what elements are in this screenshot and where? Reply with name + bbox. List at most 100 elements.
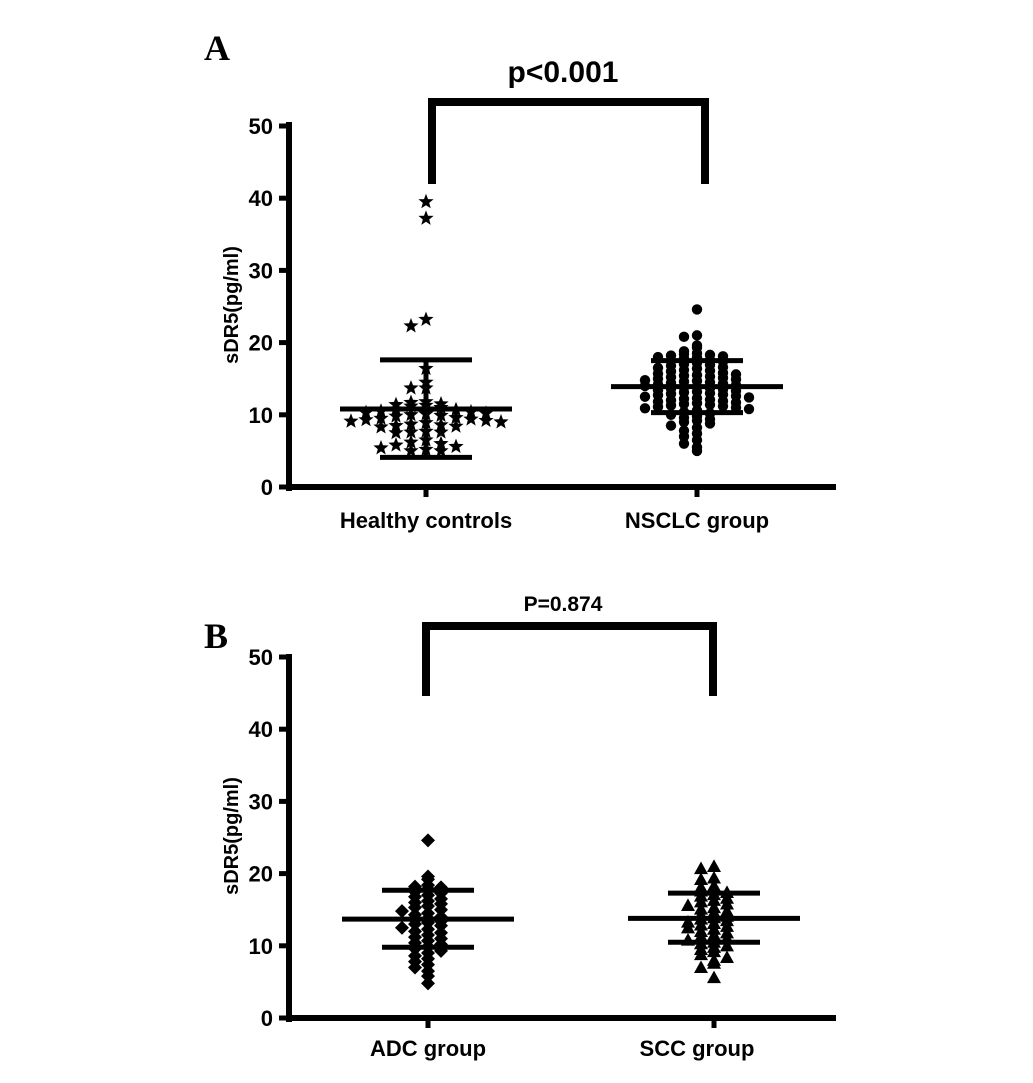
panel-a-point-circle	[639, 391, 651, 402]
panel-a-y-tick-label: 40	[249, 186, 273, 211]
panel-a-y-axis-title: sDR5(pg/ml)	[221, 246, 243, 364]
panel-b-point-triangle	[694, 947, 708, 961]
panel-a-point-circle	[691, 445, 703, 457]
panel-a-point-star	[358, 404, 374, 420]
panel-b-point-triangle	[694, 917, 708, 931]
panel-a-point-star	[493, 414, 509, 429]
panel-a-point-star	[373, 419, 389, 434]
panel-a-point-star	[403, 424, 419, 439]
panel-a-y-tick-label: 30	[249, 258, 273, 283]
panel-b-point-triangle	[694, 872, 708, 885]
panel-b-y-tick-label: 30	[249, 789, 273, 814]
panel-b-significance-bracket	[422, 622, 717, 696]
panel-a-point-star	[403, 398, 419, 413]
panel-b-point-triangle	[707, 970, 721, 984]
panel-a-point-circle	[717, 400, 729, 412]
panel-a-point-circle	[704, 418, 716, 429]
panel-a-error-bars	[340, 357, 783, 460]
panel-b-y-tick-label: 50	[249, 645, 273, 670]
panel-b-point-diamond	[395, 920, 409, 935]
panel-a-point-circle	[678, 416, 690, 428]
panel-b-point-triangle	[720, 938, 734, 952]
panel-b-point-diamond	[434, 902, 448, 917]
panel-a-category-label: Healthy controls	[340, 508, 512, 533]
panel-b-points	[395, 833, 734, 991]
panel-a: A p<0.001 sDR5(pg/ml) 0 10 20 30 40 50 Health…	[204, 28, 836, 533]
panel-a-point-star	[388, 424, 404, 440]
panel-a-y-tick-label: 50	[249, 114, 273, 139]
panel-a-point-circle	[678, 438, 690, 449]
panel-a-point-star	[418, 193, 434, 209]
panel-a-point-star	[433, 442, 449, 458]
panel-a-point-star	[388, 417, 404, 433]
panel-a-point-star	[418, 210, 434, 225]
panel-a-point-star	[403, 442, 419, 458]
panel-a-point-circle	[691, 434, 703, 446]
panel-b: B P=0.874 sDR5(pg/ml) 0 10 20 30 40 50 ADC gr…	[204, 593, 836, 1061]
panel-a-point-circle	[665, 420, 677, 431]
panel-a-category-label: NSCLC group	[625, 508, 769, 533]
panel-a-y-tick-label: 10	[249, 403, 273, 428]
panel-b-point-triangle	[720, 896, 734, 910]
panel-a-point-circle	[743, 403, 755, 415]
panel-b-point-diamond	[395, 904, 409, 919]
panel-b-point-diamond	[421, 976, 435, 991]
panel-a-point-circle	[678, 331, 690, 343]
panel-a-point-star	[478, 405, 494, 420]
panel-a-point-circle	[678, 398, 690, 410]
panel-b-point-diamond	[421, 969, 435, 984]
panel-a-point-star	[403, 406, 419, 422]
panel-b-point-triangle	[694, 929, 708, 943]
panel-b-point-diamond	[434, 918, 448, 933]
panel-a-point-star	[388, 437, 404, 452]
panel-b-point-triangle	[720, 950, 734, 963]
panel-b-letter: B	[204, 616, 228, 656]
panel-a-point-star	[448, 409, 464, 425]
panel-b-point-triangle	[720, 919, 734, 932]
panel-a-letter: A	[204, 28, 230, 68]
panel-a-point-star	[403, 318, 419, 333]
panel-a-point-circle	[691, 304, 703, 315]
panel-a-points	[343, 193, 755, 458]
panel-a-point-circle	[652, 401, 664, 413]
panel-b-category-label: ADC group	[370, 1036, 486, 1061]
panel-a-point-circle	[704, 399, 716, 410]
panel-a-point-star	[343, 413, 359, 428]
panel-a-point-star	[358, 411, 374, 427]
panel-b-y-axis-title: sDR5(pg/ml)	[221, 777, 243, 895]
panel-a-point-star	[448, 438, 464, 453]
panel-a-point-star	[433, 424, 449, 439]
panel-a-p-value: p<0.001	[508, 56, 619, 89]
panel-a-point-circle	[743, 392, 755, 403]
panel-b-y-tick-label: 10	[249, 934, 273, 959]
panel-a-point-star	[403, 416, 419, 431]
panel-a-point-star	[373, 440, 389, 455]
panel-a-y-tick-label: 0	[261, 475, 273, 500]
panel-b-point-diamond	[421, 833, 435, 848]
panel-a-point-star	[373, 410, 389, 425]
panel-a-point-star	[388, 408, 404, 423]
panel-a-y-tick-label: 20	[249, 331, 273, 356]
panel-b-point-triangle	[694, 861, 708, 875]
panel-b-point-triangle	[681, 898, 695, 911]
panel-a-point-circle	[678, 431, 690, 442]
panel-a-point-star	[478, 412, 494, 427]
panel-b-category-labels: ADC group SCC group	[370, 1036, 754, 1061]
panel-b-point-diamond	[408, 900, 422, 915]
panel-a-point-circle	[639, 403, 651, 414]
panel-a-point-star	[403, 434, 419, 449]
panel-a-point-star	[463, 411, 479, 426]
panel-b-point-triangle	[681, 920, 695, 934]
panel-b-point-triangle	[694, 960, 708, 974]
panel-b-y-tick-label: 20	[249, 862, 273, 887]
panel-a-significance-bracket	[428, 98, 709, 184]
panel-a-category-labels: Healthy controls NSCLC group	[340, 508, 769, 533]
panel-a-point-star	[418, 311, 434, 326]
panel-a-point-star	[448, 418, 464, 433]
panel-b-point-triangle	[694, 894, 708, 908]
panel-a-point-circle	[691, 415, 703, 426]
panel-b-y-tick-label: 0	[261, 1006, 273, 1031]
panel-b-y-tick-label: 40	[249, 717, 273, 742]
panel-b-point-triangle	[707, 956, 721, 969]
